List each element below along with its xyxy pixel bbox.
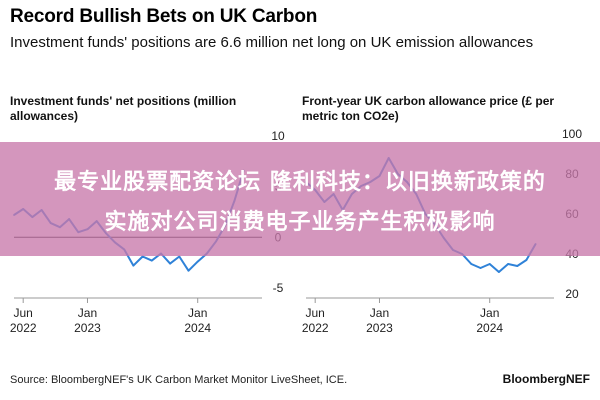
net-positions-data-point (141, 255, 144, 258)
carbon-price-y-tick-label: 100 (562, 127, 582, 141)
page-subtitle: Investment funds' positions are 6.6 mill… (10, 34, 534, 51)
carbon-price-x-tick-label: 2022 (302, 321, 329, 335)
carbon-price-y-tick-label: 20 (565, 287, 579, 301)
carbon-price-x-tick-label: Jan (480, 306, 499, 320)
net-positions-x-tick-label: Jan (78, 306, 97, 320)
carbon-price-data-point (488, 263, 491, 265)
carbon-price-data-point (525, 259, 528, 261)
carbon-price-data-point (507, 263, 509, 265)
net-positions-x-tick-label: Jun (14, 306, 33, 320)
net-positions-data-point (150, 259, 153, 262)
overlay-banner-line1: 最专业股票配资论坛 隆利科技：以旧换新政策的 (54, 170, 546, 195)
right-chart-title: Front-year UK carbon allowance price (£ … (302, 94, 555, 123)
overlay-banner-line2: 实施对公司消费电子业务产生积极影响 (104, 210, 496, 235)
net-positions-data-point (187, 269, 190, 272)
net-positions-data-point (196, 260, 199, 263)
net-positions-x-tick-label: Jan (188, 306, 207, 320)
carbon-price-data-point (470, 263, 473, 265)
carbon-price-x-tick-label: Jun (306, 306, 325, 320)
carbon-price-data-point (497, 271, 500, 273)
carbon-price-x-tick-label: 2024 (476, 321, 503, 335)
left-chart-title: Investment funds' net positions (million… (10, 94, 237, 123)
net-positions-x-tick-label: 2023 (74, 321, 101, 335)
net-positions-data-point (169, 262, 172, 265)
net-positions-data-point (132, 264, 135, 267)
net-positions-data-point (178, 255, 181, 258)
net-positions-x-tick-label: 2022 (10, 321, 37, 335)
net-positions-y-tick-label: 10 (271, 129, 285, 143)
carbon-price-x-tick-label: 2023 (366, 321, 393, 335)
net-positions-x-tick-label: 2024 (184, 321, 211, 335)
overlay-banner: 最专业股票配资论坛 隆利科技：以旧换新政策的 实施对公司消费电子业务产生积极影响 (0, 142, 600, 256)
net-positions-y-tick-label: -5 (273, 281, 284, 295)
carbon-price-data-point (516, 265, 519, 267)
page-title: Record Bullish Bets on UK Carbon (10, 6, 318, 27)
carbon-price-x-tick-label: Jan (370, 306, 389, 320)
carbon-price-data-point (479, 267, 482, 269)
source-note: Source: BloombergNEF's UK Carbon Market … (10, 374, 348, 386)
brand-logo: BloombergNEF (502, 372, 590, 386)
